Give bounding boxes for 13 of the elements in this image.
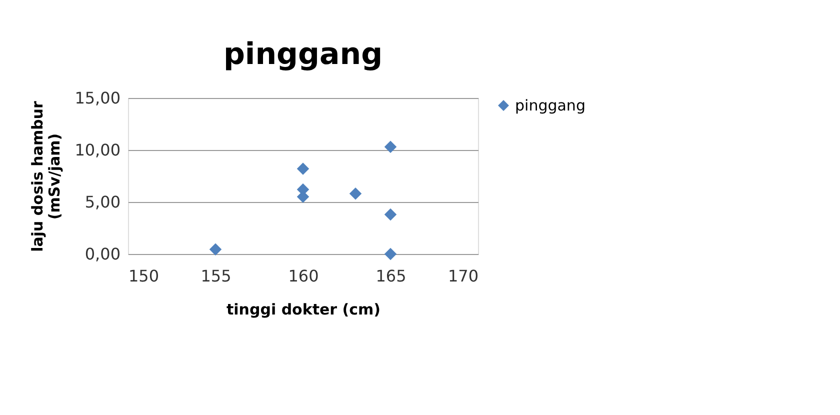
- legend-label: pinggang: [515, 96, 586, 114]
- x-tick-label: 160: [288, 266, 319, 286]
- chart-title: pinggang: [223, 37, 383, 72]
- y-axis-title: laju dosis hambur (mSv/jam): [28, 100, 64, 252]
- y-tick-label: 10,00: [74, 140, 120, 160]
- y-tick-label: 5,00: [84, 192, 120, 212]
- x-tick-label: 165: [376, 266, 406, 286]
- x-tick-label: 155: [200, 266, 232, 286]
- y-tick-label: 15,00: [74, 88, 120, 108]
- x-tick-label: 170: [448, 266, 478, 286]
- x-tick-label: 150: [128, 266, 160, 286]
- x-axis-title: tinggi dokter (cm): [226, 300, 381, 318]
- y-tick-label: 0,00: [84, 244, 120, 264]
